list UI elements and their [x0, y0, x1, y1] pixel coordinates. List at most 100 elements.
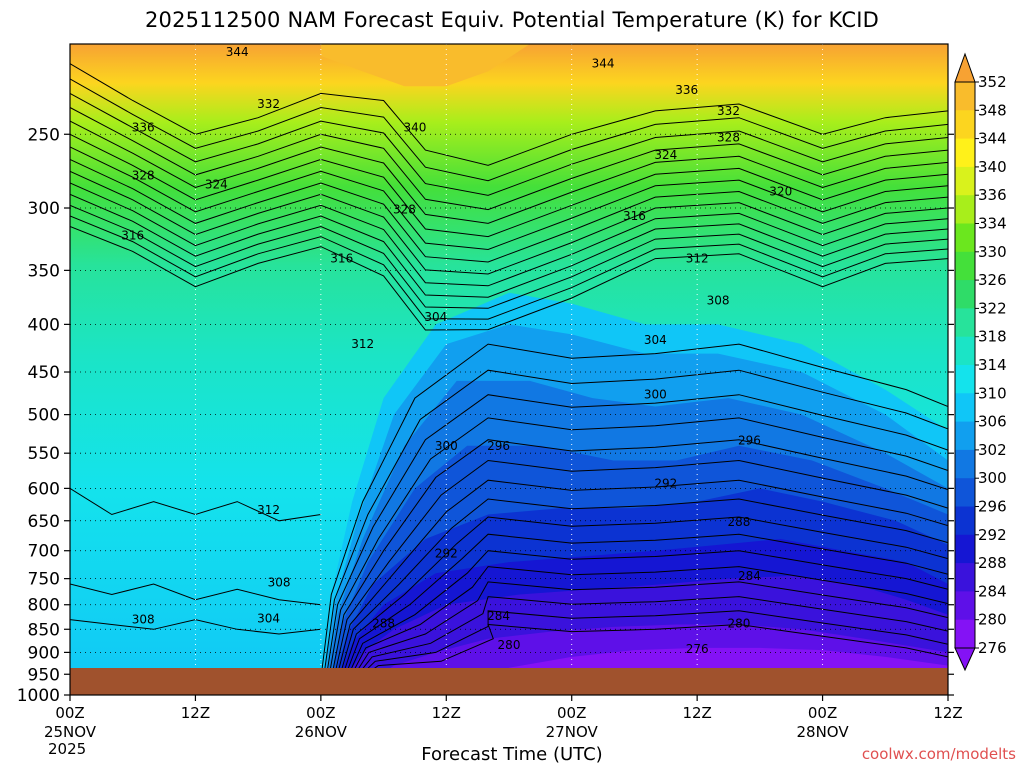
contour-label: 344 [226, 45, 249, 59]
contour-line [343, 533, 948, 679]
contour-label: 308 [268, 575, 291, 589]
contour-label: 336 [675, 83, 698, 97]
colorbar-label: 302 [978, 441, 1007, 459]
contour-label: 344 [592, 57, 615, 71]
contour-label: 320 [769, 184, 792, 198]
contour-label: 280 [727, 617, 750, 631]
y-tick-label: 550 [28, 444, 60, 464]
contour-label: 336 [132, 121, 155, 135]
x-tick-date: 27NOV [546, 723, 599, 741]
colorbar-segment [955, 506, 975, 536]
colorbar-label: 300 [978, 469, 1007, 487]
colorbar-label: 352 [978, 73, 1007, 91]
y-tick-label: 250 [28, 125, 60, 145]
y-tick-label: 800 [28, 596, 60, 616]
contour-label: 316 [121, 228, 144, 242]
x-tick-label: 00Z [55, 704, 84, 722]
y-tick-label: 400 [28, 315, 60, 335]
contour-label: 328 [393, 202, 416, 216]
contour-label: 284 [738, 569, 761, 583]
colorbar-segment [955, 365, 975, 394]
colorbar-label: 276 [978, 639, 1007, 657]
contour-label: 280 [498, 638, 521, 652]
x-tick-date: 25NOV [44, 723, 97, 741]
x-axis-label: Forecast Time (UTC) [421, 744, 603, 765]
contour-line [357, 610, 948, 679]
contour-line [70, 92, 948, 196]
colorbar-segment [955, 166, 975, 196]
colorbar-bottom-arrow [954, 647, 976, 672]
colorbar-label: 344 [978, 130, 1007, 148]
contour-line [320, 343, 948, 679]
colorbar-label: 280 [978, 611, 1007, 629]
colorbar-label: 292 [978, 526, 1007, 544]
y-tick-label: 700 [28, 542, 60, 562]
colorbar-segment [955, 308, 975, 338]
contour-label: 332 [257, 97, 280, 111]
x-tick-label: 12Z [432, 704, 461, 722]
contour-line [70, 182, 948, 287]
y-tick-label: 350 [28, 261, 60, 281]
upper-warm-pocket [320, 44, 530, 87]
colorbar-segment [955, 138, 975, 168]
chart-title: 2025112500 NAM Forecast Equiv. Potential… [145, 8, 879, 32]
colorbar-segment [955, 336, 975, 366]
colorbar-segment [955, 449, 975, 479]
ground [70, 668, 948, 695]
y-tick-label: 750 [28, 570, 60, 590]
x-tick-date: 28NOV [797, 723, 850, 741]
contour-label: 288 [727, 515, 750, 529]
colorbar-label: 310 [978, 384, 1007, 402]
contour-line [323, 369, 948, 679]
colorbar-segment [955, 223, 975, 253]
contour-label: 292 [435, 547, 458, 561]
contour-line [70, 78, 948, 182]
credit-link[interactable]: coolwx.com/modelts [861, 745, 1016, 763]
colorbar-segment [955, 195, 975, 224]
contour-label: 340 [403, 121, 426, 135]
year-label: 2025 [48, 740, 87, 758]
colorbar-segment [955, 110, 975, 140]
x-tick-date: 26NOV [295, 723, 348, 741]
contour-label: 300 [644, 388, 667, 402]
contour-line [70, 107, 948, 211]
y-tick-label: 1000 [17, 686, 60, 706]
contour-label: 324 [654, 148, 677, 162]
y-tick-label: 600 [28, 479, 60, 499]
colorbar-label: 336 [978, 186, 1007, 204]
y-tick-label: 850 [28, 620, 60, 640]
colorbar-label: 318 [978, 328, 1007, 346]
contour-line [70, 193, 948, 298]
colorbar-label: 340 [978, 158, 1007, 176]
contour-line [70, 215, 948, 320]
theta-e-field [70, 44, 948, 695]
y-tick-label: 950 [28, 665, 60, 685]
colorbar-label: 348 [978, 101, 1007, 119]
contour-label: 328 [717, 130, 740, 144]
colorbar: 352 348 344 340 336 334 330 326 322 318 314 310 306 3… [954, 52, 1007, 672]
colorbar-segment [955, 563, 975, 592]
colorbar-segment [955, 393, 975, 423]
contour-line [70, 170, 948, 275]
contour-lines [70, 63, 948, 679]
contour-line [325, 394, 948, 679]
contour-line [70, 146, 948, 251]
contour-line [336, 479, 948, 679]
contour-line [70, 120, 948, 224]
colorbar-label: 330 [978, 243, 1007, 261]
contour-labels: 344 344 336 332 332 336 340 328 324 328 324 320 328 3… [121, 45, 792, 656]
colorbar-label: 334 [978, 215, 1007, 233]
x-tick-label: 12Z [682, 704, 711, 722]
contour-line [330, 439, 948, 679]
x-tick-label: 12Z [181, 704, 210, 722]
contour-line [341, 516, 948, 679]
contour-label: 296 [738, 433, 761, 447]
colorbar-label: 296 [978, 498, 1007, 516]
y-tick-label: 900 [28, 643, 60, 663]
x-tick-label: 00Z [557, 704, 586, 722]
contour-label: 312 [257, 503, 280, 517]
contour-label: 304 [257, 612, 280, 626]
contour-label: 296 [487, 439, 510, 453]
